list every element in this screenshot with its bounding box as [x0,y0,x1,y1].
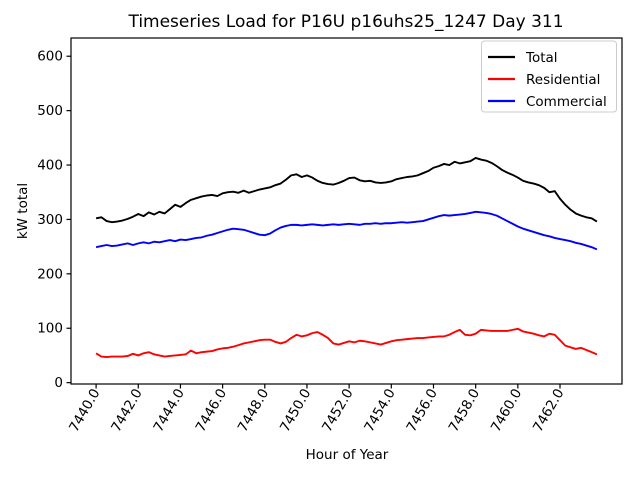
x-tick-label: 7456.0 [403,386,440,435]
x-tick-label: 7450.0 [277,386,314,435]
x-tick-label: 7444.0 [150,386,187,435]
x-tick-label: 7454.0 [361,386,398,435]
legend-label-total: Total [525,50,558,66]
legend-label-commercial: Commercial [526,94,607,110]
y-tick-label: 500 [37,103,63,119]
x-tick-label: 7452.0 [319,386,356,435]
x-axis-label: Hour of Year [306,447,389,463]
legend: Total Residential Commercial [481,40,617,113]
x-axis-ticks: 7440.0 7442.0 7444.0 7446.0 7448.0 7450.0 7452… [66,384,567,435]
x-tick-label: 7446.0 [193,386,230,435]
x-tick-label: 7440.0 [66,386,103,435]
series-line-commercial [95,210,598,251]
y-tick-label: 200 [37,266,63,282]
series-line-total [95,157,598,224]
y-tick-label: 100 [37,321,63,337]
y-tick-label: 300 [37,212,63,228]
y-tick-label: 600 [37,49,63,65]
x-tick-label: 7442.0 [108,386,145,435]
y-tick-label: 0 [54,375,63,391]
series-lines [95,157,598,359]
y-tick-label: 400 [37,158,63,174]
series-line-residential [95,327,598,359]
legend-box [481,40,617,113]
x-tick-label: 7448.0 [235,386,272,435]
legend-label-residential: Residential [526,72,600,88]
y-axis-label: kW total [15,183,31,239]
y-axis-ticks: 0 100 200 300 400 500 600 [37,49,71,391]
x-tick-label: 7458.0 [446,386,483,435]
x-tick-label: 7462.0 [530,386,567,435]
x-tick-label: 7460.0 [488,386,525,435]
chart-title: Timeseries Load for P16U p16uhs25_1247 D… [127,12,563,32]
